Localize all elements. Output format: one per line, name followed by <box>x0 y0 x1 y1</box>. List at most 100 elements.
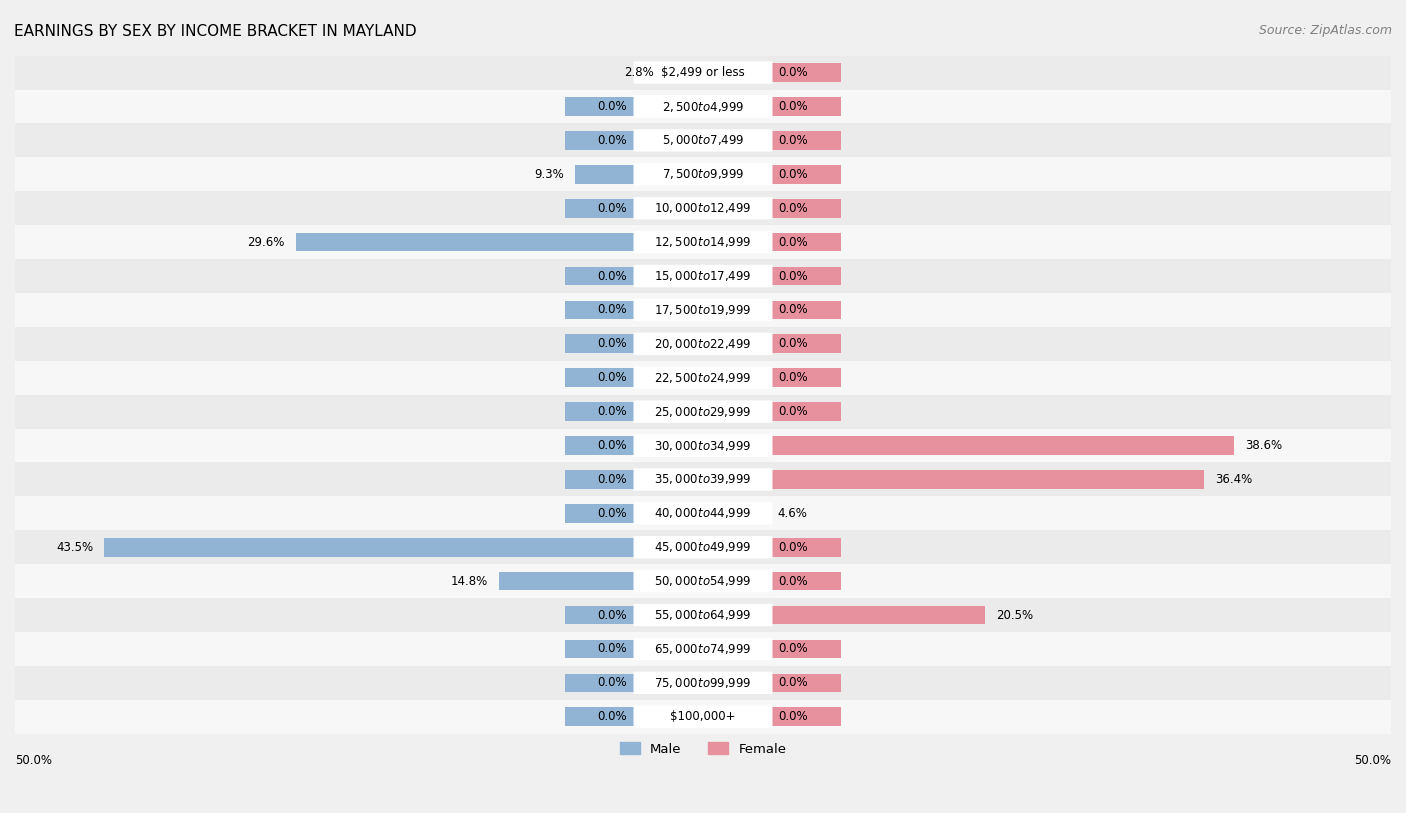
Bar <box>15 700 1391 733</box>
Text: 0.0%: 0.0% <box>598 372 627 385</box>
Bar <box>772 334 841 353</box>
Text: 0.0%: 0.0% <box>598 270 627 282</box>
Bar <box>104 538 634 557</box>
Text: 0.0%: 0.0% <box>598 439 627 452</box>
FancyBboxPatch shape <box>634 570 772 593</box>
Bar <box>565 640 634 659</box>
Bar <box>565 98 634 115</box>
Bar <box>499 572 634 590</box>
Text: $5,000 to $7,499: $5,000 to $7,499 <box>662 133 744 147</box>
Text: 0.0%: 0.0% <box>779 66 808 79</box>
Text: $30,000 to $34,999: $30,000 to $34,999 <box>654 438 752 453</box>
Text: 0.0%: 0.0% <box>779 236 808 249</box>
Text: 0.0%: 0.0% <box>779 337 808 350</box>
Text: 20.5%: 20.5% <box>995 609 1033 622</box>
Text: $50,000 to $54,999: $50,000 to $54,999 <box>654 574 752 588</box>
FancyBboxPatch shape <box>634 298 772 321</box>
Bar <box>15 463 1391 497</box>
FancyBboxPatch shape <box>634 637 772 660</box>
Bar <box>15 191 1391 225</box>
Text: 0.0%: 0.0% <box>779 134 808 147</box>
Bar <box>565 199 634 218</box>
Bar <box>15 666 1391 700</box>
Text: 0.0%: 0.0% <box>779 642 808 655</box>
Bar <box>15 158 1391 191</box>
Text: 0.0%: 0.0% <box>598 405 627 418</box>
Bar <box>565 131 634 150</box>
Text: 0.0%: 0.0% <box>779 575 808 588</box>
Bar <box>565 504 634 523</box>
Text: EARNINGS BY SEX BY INCOME BRACKET IN MAYLAND: EARNINGS BY SEX BY INCOME BRACKET IN MAY… <box>14 24 416 39</box>
Bar <box>772 538 841 557</box>
Text: $2,499 or less: $2,499 or less <box>661 66 745 79</box>
Text: 0.0%: 0.0% <box>779 167 808 180</box>
Bar <box>565 267 634 285</box>
Bar <box>15 394 1391 428</box>
FancyBboxPatch shape <box>634 62 772 84</box>
Text: 43.5%: 43.5% <box>56 541 93 554</box>
Text: 9.3%: 9.3% <box>534 167 564 180</box>
Text: 0.0%: 0.0% <box>598 100 627 113</box>
Bar <box>565 673 634 692</box>
FancyBboxPatch shape <box>634 502 772 524</box>
Bar <box>295 233 634 251</box>
Text: 29.6%: 29.6% <box>247 236 284 249</box>
Bar <box>772 165 841 184</box>
Bar <box>565 606 634 624</box>
Bar <box>772 606 986 624</box>
Bar <box>772 572 841 590</box>
FancyBboxPatch shape <box>634 536 772 559</box>
Bar <box>15 225 1391 259</box>
Text: 50.0%: 50.0% <box>1354 754 1391 767</box>
Bar <box>565 437 634 454</box>
Bar <box>15 124 1391 158</box>
Bar <box>772 98 841 115</box>
FancyBboxPatch shape <box>634 333 772 355</box>
Bar <box>15 598 1391 632</box>
Text: 0.0%: 0.0% <box>598 711 627 724</box>
Text: 0.0%: 0.0% <box>779 100 808 113</box>
FancyBboxPatch shape <box>634 367 772 389</box>
FancyBboxPatch shape <box>634 163 772 185</box>
Text: $40,000 to $44,999: $40,000 to $44,999 <box>654 506 752 520</box>
Bar <box>772 640 841 659</box>
Bar <box>772 301 841 320</box>
Bar <box>15 55 1391 89</box>
Text: 0.0%: 0.0% <box>779 372 808 385</box>
Bar <box>772 470 1204 489</box>
Text: $7,500 to $9,999: $7,500 to $9,999 <box>662 167 744 181</box>
Legend: Male, Female: Male, Female <box>614 737 792 761</box>
Bar <box>565 470 634 489</box>
FancyBboxPatch shape <box>634 95 772 118</box>
Bar <box>565 301 634 320</box>
Text: 0.0%: 0.0% <box>779 202 808 215</box>
FancyBboxPatch shape <box>634 706 772 728</box>
Text: $10,000 to $12,499: $10,000 to $12,499 <box>654 201 752 215</box>
Bar <box>772 368 841 387</box>
Bar <box>15 327 1391 361</box>
Text: 50.0%: 50.0% <box>15 754 52 767</box>
Text: 2.8%: 2.8% <box>624 66 654 79</box>
Text: 0.0%: 0.0% <box>598 642 627 655</box>
Text: $35,000 to $39,999: $35,000 to $39,999 <box>654 472 752 486</box>
Bar <box>772 233 841 251</box>
FancyBboxPatch shape <box>634 231 772 254</box>
Text: $12,500 to $14,999: $12,500 to $14,999 <box>654 235 752 249</box>
Text: $100,000+: $100,000+ <box>671 711 735 724</box>
Bar <box>772 131 841 150</box>
Bar <box>634 63 665 82</box>
Text: 0.0%: 0.0% <box>598 676 627 689</box>
Bar <box>565 368 634 387</box>
Bar <box>772 673 841 692</box>
Text: 0.0%: 0.0% <box>598 134 627 147</box>
Text: 0.0%: 0.0% <box>779 541 808 554</box>
FancyBboxPatch shape <box>634 604 772 626</box>
Text: 4.6%: 4.6% <box>778 506 807 520</box>
Text: 0.0%: 0.0% <box>598 202 627 215</box>
Text: $15,000 to $17,499: $15,000 to $17,499 <box>654 269 752 283</box>
Text: 0.0%: 0.0% <box>598 337 627 350</box>
FancyBboxPatch shape <box>634 129 772 151</box>
FancyBboxPatch shape <box>634 197 772 220</box>
Bar <box>575 165 634 184</box>
Bar <box>772 437 1234 454</box>
